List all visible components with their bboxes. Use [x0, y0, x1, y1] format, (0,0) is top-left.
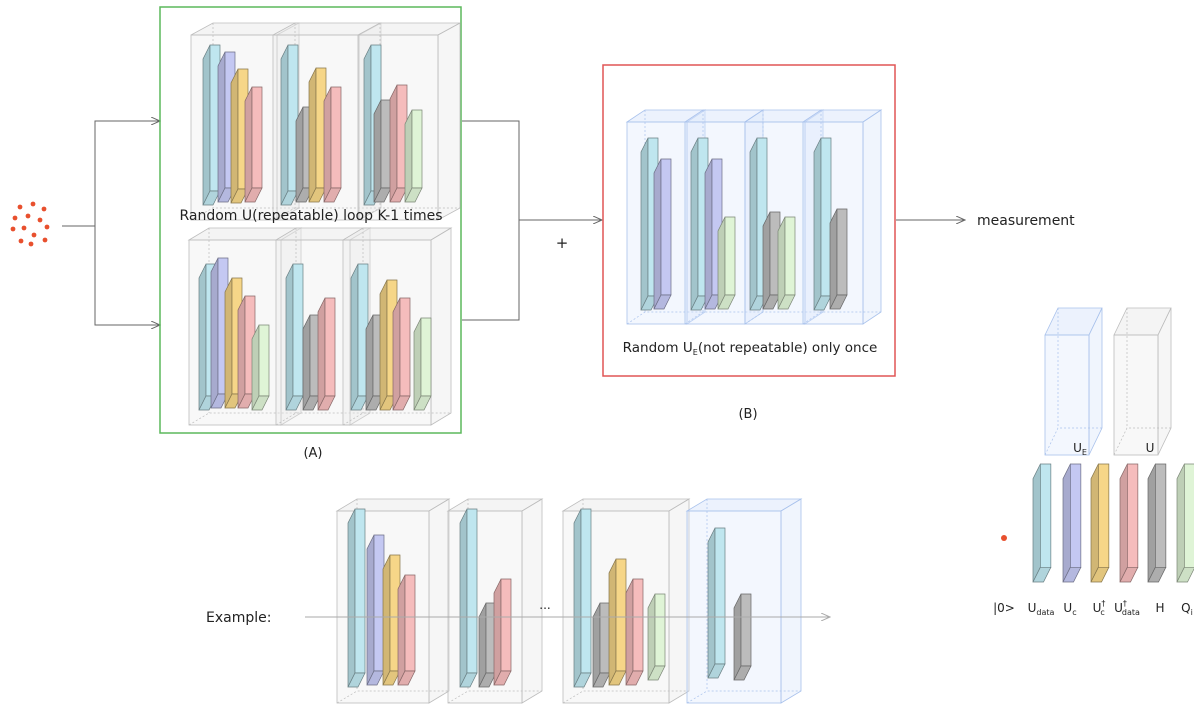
legend-labels: UE U |0> Udata Uc U† c U† data H Qi — [993, 441, 1193, 617]
slab-a-top-1 — [202, 44, 221, 206]
legend-zero-state-dot-icon — [1001, 535, 1007, 541]
input-dot-icon — [44, 224, 50, 230]
legend-label-qi: Qi — [1181, 601, 1193, 617]
slab-ex-3 — [382, 554, 401, 686]
input-dot-icon — [41, 206, 47, 212]
slab-a-top-4 — [244, 86, 263, 203]
legend-label-zero-state: |0> — [993, 601, 1015, 615]
input-dot-icon — [37, 217, 43, 223]
circuit-blocks — [187, 22, 1194, 704]
legend-label-udata: Udata — [1028, 601, 1055, 617]
input-dot-icon — [21, 225, 27, 231]
panel-a-frame — [159, 6, 462, 434]
panel-b-label: (B) — [738, 407, 757, 422]
panel-b-caption: Random UE(not repeatable) only once — [623, 340, 878, 357]
slab-ex-14 — [733, 593, 752, 681]
legend-slab-udata — [1032, 463, 1052, 583]
slab-ex-10 — [608, 558, 627, 686]
input-dot-icon — [30, 201, 36, 207]
input-dot-icon — [18, 238, 24, 244]
example-ellipsis: ... — [539, 598, 550, 612]
slab-a-top-5 — [280, 44, 299, 206]
example-label: Example: — [206, 610, 271, 626]
legend-slab-uc — [1062, 463, 1082, 583]
slab-ex-9 — [592, 602, 611, 688]
legend-label-uc: Uc — [1063, 601, 1076, 617]
legend-slab-udata-dagger — [1119, 463, 1139, 583]
legend-slab-uc-dagger — [1090, 463, 1110, 583]
input-dots-icon — [10, 201, 50, 247]
slab-a-top-10 — [373, 99, 392, 203]
legend-label-u: U — [1146, 441, 1155, 455]
output-label: measurement — [977, 213, 1075, 229]
input-dot-icon — [25, 213, 31, 219]
slab-b-5 — [717, 216, 736, 310]
slab-b-2 — [653, 158, 672, 310]
input-dot-icon — [17, 204, 23, 210]
plus-sign: + — [556, 234, 569, 252]
slab-ex-6 — [478, 602, 497, 688]
legend-cube-u — [1113, 307, 1172, 456]
slab-b-10 — [829, 208, 848, 310]
legend-slab-qi — [1176, 463, 1194, 583]
slab-ex-2 — [366, 534, 385, 686]
panel-a-label: (A) — [303, 446, 322, 461]
slab-ex-7 — [493, 578, 512, 686]
panel-a-caption: Random U(repeatable) loop K-1 times — [179, 208, 442, 224]
legend-slab-h — [1147, 463, 1167, 583]
slab-a-bot-5 — [251, 324, 270, 411]
input-dot-icon — [42, 237, 48, 243]
slab-ex-12 — [647, 593, 666, 681]
slab-b-7 — [762, 211, 781, 310]
legend-cube-ue — [1044, 307, 1103, 456]
slab-a-bot-9 — [350, 263, 369, 411]
legend-label-ue: UE — [1073, 441, 1087, 457]
slab-a-top-12 — [404, 109, 423, 203]
slab-a-bot-12 — [392, 297, 411, 411]
slab-ex-8 — [573, 508, 592, 688]
legend-label-udata-dagger: U† data — [1114, 599, 1140, 617]
slab-ex-1 — [347, 508, 366, 688]
slab-a-bot-13 — [413, 317, 432, 411]
connector-lines — [62, 121, 965, 325]
slab-a-top-11 — [389, 84, 408, 203]
slab-ex-4 — [397, 574, 416, 686]
input-dot-icon — [28, 241, 34, 247]
slab-a-top-8 — [323, 86, 342, 203]
slab-a-bot-4 — [237, 295, 256, 409]
legend-label-uc-dagger: U† c — [1093, 599, 1106, 617]
slab-b-6 — [749, 137, 768, 311]
input-dot-icon — [12, 215, 18, 221]
slab-a-bot-6 — [285, 263, 304, 411]
slab-ex-13 — [707, 527, 726, 679]
slab-b-9 — [813, 137, 832, 311]
slab-a-top-7 — [308, 67, 327, 203]
slab-a-bot-8 — [317, 297, 336, 411]
input-dot-icon — [10, 226, 16, 232]
slab-ex-5 — [459, 508, 478, 688]
slab-b-8 — [777, 216, 796, 310]
slab-ex-11 — [625, 578, 644, 686]
input-dot-icon — [31, 232, 37, 238]
panel-b-frame — [602, 64, 896, 377]
slab-a-bot-7 — [302, 314, 321, 411]
slab-b-1 — [640, 137, 659, 311]
legend-label-h: H — [1155, 601, 1164, 615]
